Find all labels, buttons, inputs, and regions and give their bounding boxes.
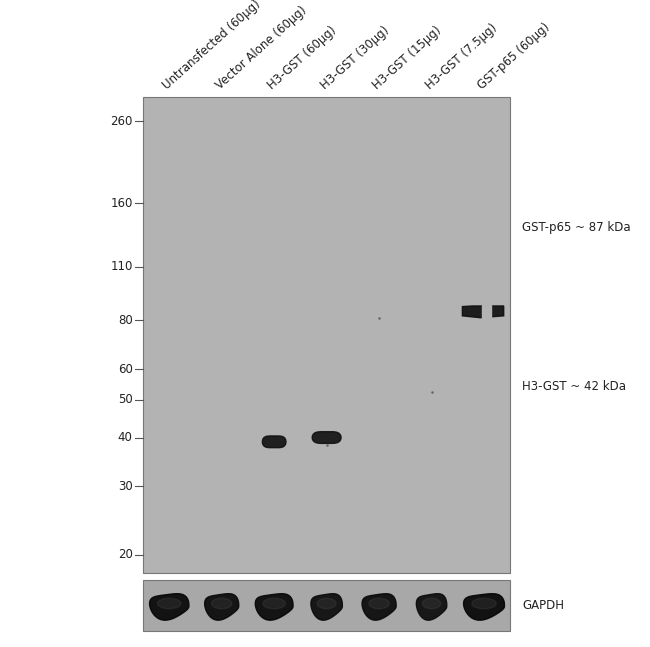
Text: 50: 50 — [118, 393, 133, 406]
Polygon shape — [211, 598, 232, 609]
Polygon shape — [482, 305, 486, 318]
Text: 160: 160 — [111, 197, 133, 210]
Text: H3-GST (15µg): H3-GST (15µg) — [370, 24, 444, 92]
Text: H3-GST ~ 42 kDa: H3-GST ~ 42 kDa — [522, 380, 626, 393]
Polygon shape — [362, 594, 396, 620]
Bar — [143, 97, 510, 573]
Polygon shape — [317, 598, 336, 609]
Polygon shape — [462, 306, 504, 318]
Polygon shape — [311, 594, 343, 620]
Polygon shape — [487, 305, 491, 318]
Text: 20: 20 — [118, 548, 133, 561]
Polygon shape — [150, 594, 189, 620]
Text: GAPDH: GAPDH — [522, 599, 564, 612]
Bar — [143, 580, 510, 631]
Polygon shape — [422, 598, 441, 609]
Polygon shape — [312, 432, 341, 443]
Polygon shape — [263, 436, 286, 448]
Polygon shape — [472, 598, 497, 609]
Text: Vector Alone (60µg): Vector Alone (60µg) — [213, 4, 309, 92]
Text: H3-GST (30µg): H3-GST (30µg) — [318, 24, 391, 92]
Text: GST-p65 (60µg): GST-p65 (60µg) — [475, 21, 552, 92]
Polygon shape — [205, 594, 239, 620]
Polygon shape — [157, 598, 181, 609]
Text: GST-p65 ~ 87 kDa: GST-p65 ~ 87 kDa — [522, 221, 630, 234]
Text: 80: 80 — [118, 314, 133, 327]
Text: H3-GST (7.5µg): H3-GST (7.5µg) — [423, 21, 499, 92]
Text: 30: 30 — [118, 479, 133, 492]
Polygon shape — [263, 598, 285, 609]
Text: 60: 60 — [118, 362, 133, 375]
Text: 260: 260 — [111, 115, 133, 127]
Polygon shape — [369, 598, 389, 609]
Polygon shape — [255, 594, 293, 620]
Polygon shape — [417, 594, 447, 620]
Text: Untransfected (60µg): Untransfected (60µg) — [161, 0, 263, 92]
Text: 110: 110 — [111, 260, 133, 273]
Polygon shape — [463, 594, 504, 620]
Text: 40: 40 — [118, 431, 133, 444]
Text: H3-GST (60µg): H3-GST (60µg) — [265, 24, 339, 92]
